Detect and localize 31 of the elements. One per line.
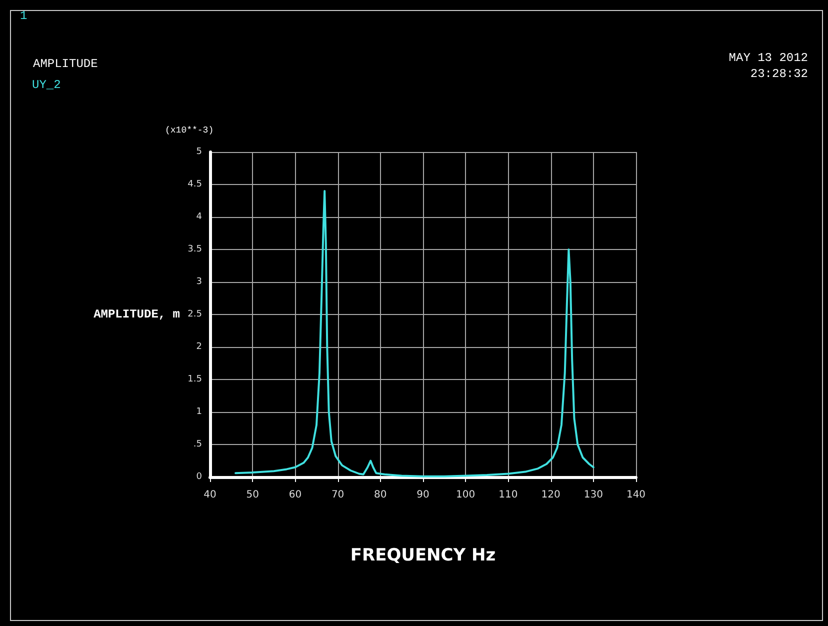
y-axis-title: AMPLITUDE, m [94, 308, 180, 322]
y-tick-label: 5 [196, 147, 202, 157]
x-tick-label: 120 [541, 490, 560, 500]
line-series [234, 190, 594, 478]
y-tick-label: 3.5 [188, 244, 202, 254]
x-tick-label: 70 [331, 490, 344, 500]
text: UY_2 [32, 78, 61, 92]
x-tick-label: 50 [246, 490, 259, 500]
x-tick-label: 90 [416, 490, 430, 500]
x-tick-label: 110 [498, 490, 518, 500]
y-tick-label: .5 [193, 440, 202, 450]
text: (x10**-3) [165, 126, 214, 136]
legend-title: AMPLITUDE [33, 57, 98, 71]
x-tick-label: 60 [288, 490, 302, 500]
y-tick-label: 1.5 [188, 374, 202, 384]
y-tick-label: 0 [196, 472, 202, 482]
x-tick-label: 130 [584, 490, 603, 500]
x-tick-label: 140 [626, 490, 646, 500]
y-tick-label: 2 [196, 342, 202, 352]
y-tick-label: 2.5 [188, 310, 202, 320]
x-tick-label: 80 [374, 490, 387, 500]
text: 1 [20, 9, 28, 23]
text: 23:28:32 [750, 67, 808, 81]
x-tick-label: 100 [456, 490, 476, 500]
y-tick-label: 3 [196, 277, 202, 287]
text: MAY 13 2012 [728, 51, 808, 65]
y-tick-label: 4 [196, 212, 202, 222]
x-tick-label: 40 [204, 490, 216, 500]
y-tick-label: 1 [196, 407, 202, 417]
y-tick-label: 4.5 [188, 180, 202, 190]
x-axis-title: FREQUENCY Hz [350, 546, 496, 566]
